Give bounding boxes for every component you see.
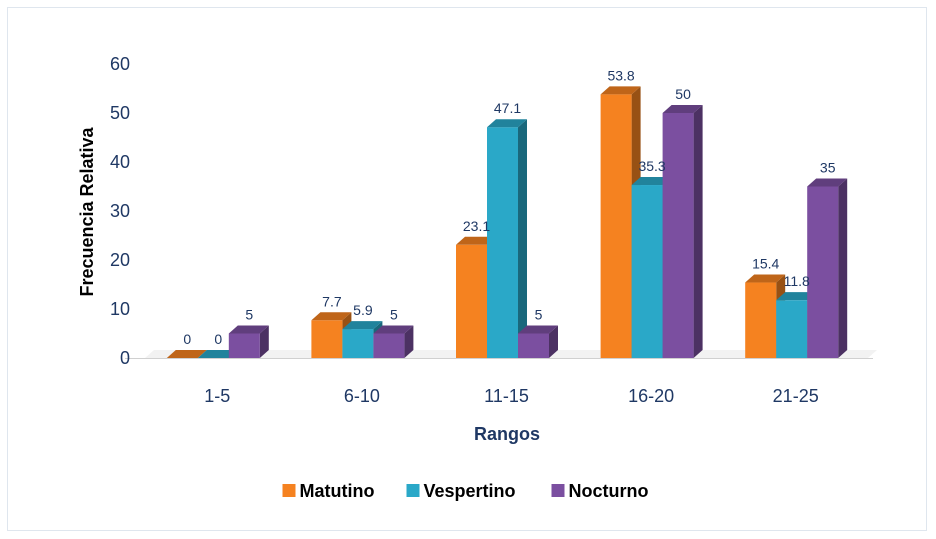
bar-top-face xyxy=(487,119,527,128)
legend-label: Nocturno xyxy=(569,481,649,501)
bar-top-face xyxy=(166,350,207,358)
bar-top-face xyxy=(228,325,269,334)
x-tick-label: 16-20 xyxy=(628,386,674,406)
data-label: 47.1 xyxy=(494,100,521,116)
bar-front-face xyxy=(456,244,487,358)
x-tick-label: 1-5 xyxy=(204,386,230,406)
y-tick-label: 20 xyxy=(110,250,130,270)
bar-top-face xyxy=(518,325,558,334)
bar-top-face xyxy=(807,178,848,187)
bar-front-face xyxy=(776,300,808,358)
x-axis-ticks: 1-5 6-10 11-15 16-20 21-25 xyxy=(204,386,818,406)
bar-top-face xyxy=(373,325,414,334)
legend-item-matutino: Matutino xyxy=(282,481,375,501)
bar-matutino-1-5 xyxy=(166,350,207,358)
data-labels: 0 0 5 7.7 5.9 5 23.1 47.1 5 53.8 35.3 50 15.4 11.8 35 xyxy=(183,67,835,347)
data-label: 50 xyxy=(675,86,691,102)
data-label: 0 xyxy=(183,331,191,347)
bar-front-face xyxy=(518,333,549,358)
bar-front-face xyxy=(807,186,839,358)
legend-label: Matutino xyxy=(300,481,375,501)
bar-front-face xyxy=(487,127,518,359)
data-label: 5 xyxy=(535,307,543,323)
y-tick-label: 40 xyxy=(110,152,130,172)
legend: Matutino Vespertino Nocturno xyxy=(282,481,649,501)
y-tick-label: 0 xyxy=(120,348,130,368)
bar-vespertino-11-15 xyxy=(487,119,527,359)
bar-side-face xyxy=(518,119,527,359)
bar-nocturno-11-15 xyxy=(518,325,558,358)
legend-swatch xyxy=(551,484,565,497)
bar-side-face xyxy=(693,105,703,358)
bar-front-face xyxy=(373,333,405,358)
data-label: 7.7 xyxy=(322,293,342,309)
data-label: 15.4 xyxy=(752,256,779,272)
bar-top-face xyxy=(197,350,238,358)
bar-top-face xyxy=(631,177,672,186)
bar-front-face xyxy=(745,282,777,358)
bar-side-face xyxy=(549,325,558,358)
bar-nocturno-6-10 xyxy=(373,325,414,358)
y-tick-label: 60 xyxy=(110,54,130,74)
x-axis-title: Rangos xyxy=(474,424,540,444)
bar-side-face xyxy=(838,178,848,358)
y-axis-title: Frecuencia Relativa xyxy=(77,126,97,296)
data-label: 53.8 xyxy=(607,67,634,83)
bar-front-face xyxy=(631,185,663,358)
x-tick-label: 21-25 xyxy=(773,386,819,406)
bar-side-face xyxy=(404,325,414,358)
bar-vespertino-1-5 xyxy=(197,350,238,358)
legend-swatch xyxy=(406,484,420,497)
data-label: 5 xyxy=(245,307,253,323)
legend-swatch xyxy=(282,484,296,497)
bar-front-face xyxy=(228,333,260,358)
bar-side-face xyxy=(259,325,269,358)
bar-top-face xyxy=(776,292,817,301)
data-label: 0 xyxy=(214,331,222,347)
data-label: 35.3 xyxy=(638,158,665,174)
bar-front-face xyxy=(311,320,343,358)
bar-top-face xyxy=(600,86,641,95)
bars xyxy=(166,86,848,359)
y-tick-label: 50 xyxy=(110,103,130,123)
bar-nocturno-16-20 xyxy=(662,105,703,358)
bar-front-face xyxy=(600,94,632,358)
data-label: 5.9 xyxy=(353,302,373,318)
y-tick-label: 10 xyxy=(110,299,130,319)
data-label: 35 xyxy=(820,160,836,176)
bar-top-face xyxy=(311,312,352,321)
bar-top-face xyxy=(342,321,383,330)
bar-top-face xyxy=(745,274,786,283)
bar-front-face xyxy=(662,113,694,358)
data-label: 11.8 xyxy=(784,273,810,289)
y-tick-label: 30 xyxy=(110,201,130,221)
bar-nocturno-21-25 xyxy=(807,178,848,358)
legend-item-vespertino: Vespertino xyxy=(406,481,516,501)
data-label: 5 xyxy=(390,307,398,323)
bar-top-face xyxy=(456,236,496,245)
x-tick-label: 6-10 xyxy=(344,386,380,406)
bar-nocturno-1-5 xyxy=(228,325,269,358)
bar-front-face xyxy=(342,329,374,358)
legend-label: Vespertino xyxy=(424,481,516,501)
data-label: 23.1 xyxy=(463,218,490,234)
x-tick-label: 11-15 xyxy=(484,386,529,406)
bar-top-face xyxy=(662,105,703,113)
legend-item-nocturno: Nocturno xyxy=(551,481,649,501)
y-axis-ticks: 0 10 20 30 40 50 60 xyxy=(110,54,130,368)
